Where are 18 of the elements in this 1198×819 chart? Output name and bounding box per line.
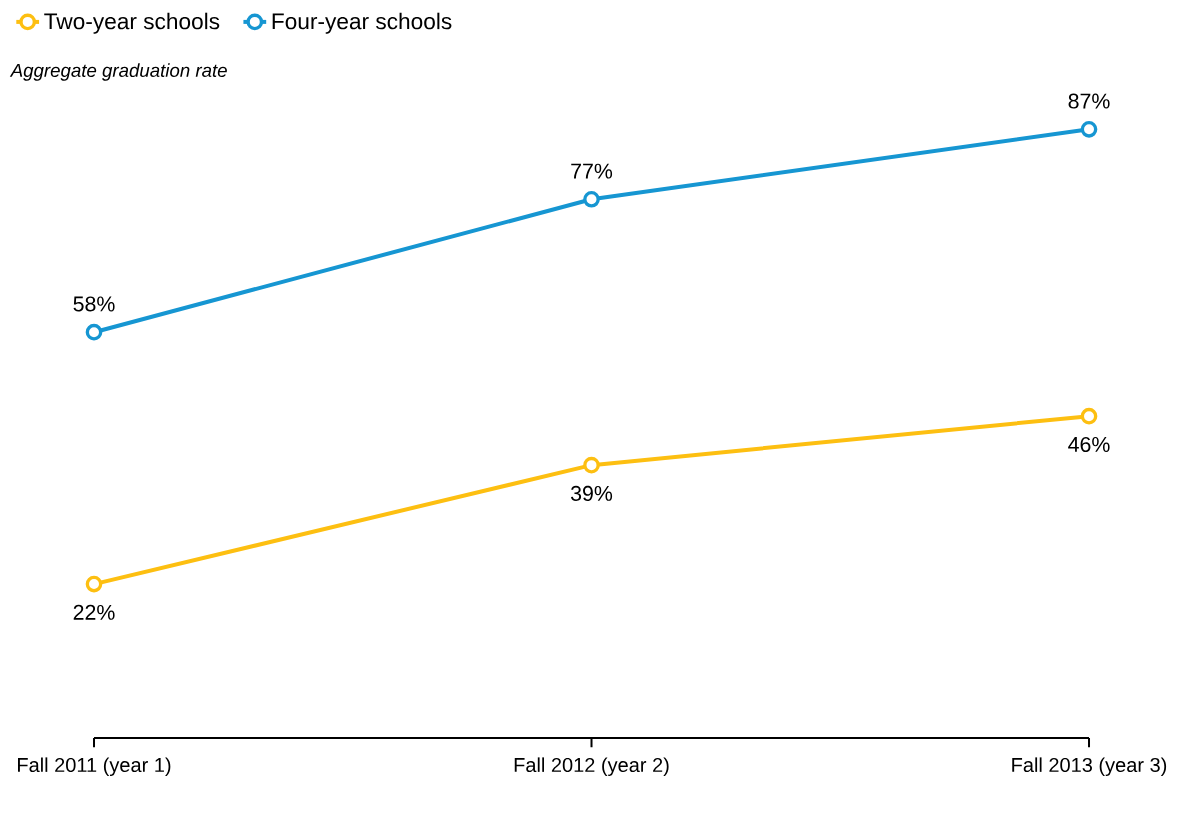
- point: [85, 323, 103, 341]
- x-tick-label: Fall 2012 (year 2): [514, 757, 669, 777]
- x-tick-label: Fall 2013 (year 3): [1012, 757, 1167, 777]
- point: [583, 456, 600, 474]
- point: [583, 190, 600, 208]
- data-label: 46%: [1068, 436, 1110, 452]
- data-label: 77%: [571, 163, 613, 179]
- point: [85, 575, 103, 593]
- legend-label: Four-year schools: [272, 12, 452, 34]
- legend-label: Two-year schools: [44, 12, 220, 34]
- data-label: 39%: [570, 485, 613, 501]
- data-label: 58%: [73, 296, 115, 312]
- y-axis-title: Aggregate graduation rate: [9, 63, 227, 81]
- data-label: 87%: [1068, 93, 1110, 109]
- data-label: 22%: [73, 604, 115, 620]
- point: [1080, 120, 1098, 138]
- x-tick-label: Fall 2011 (year 1): [18, 757, 171, 777]
- point: [1080, 407, 1098, 425]
